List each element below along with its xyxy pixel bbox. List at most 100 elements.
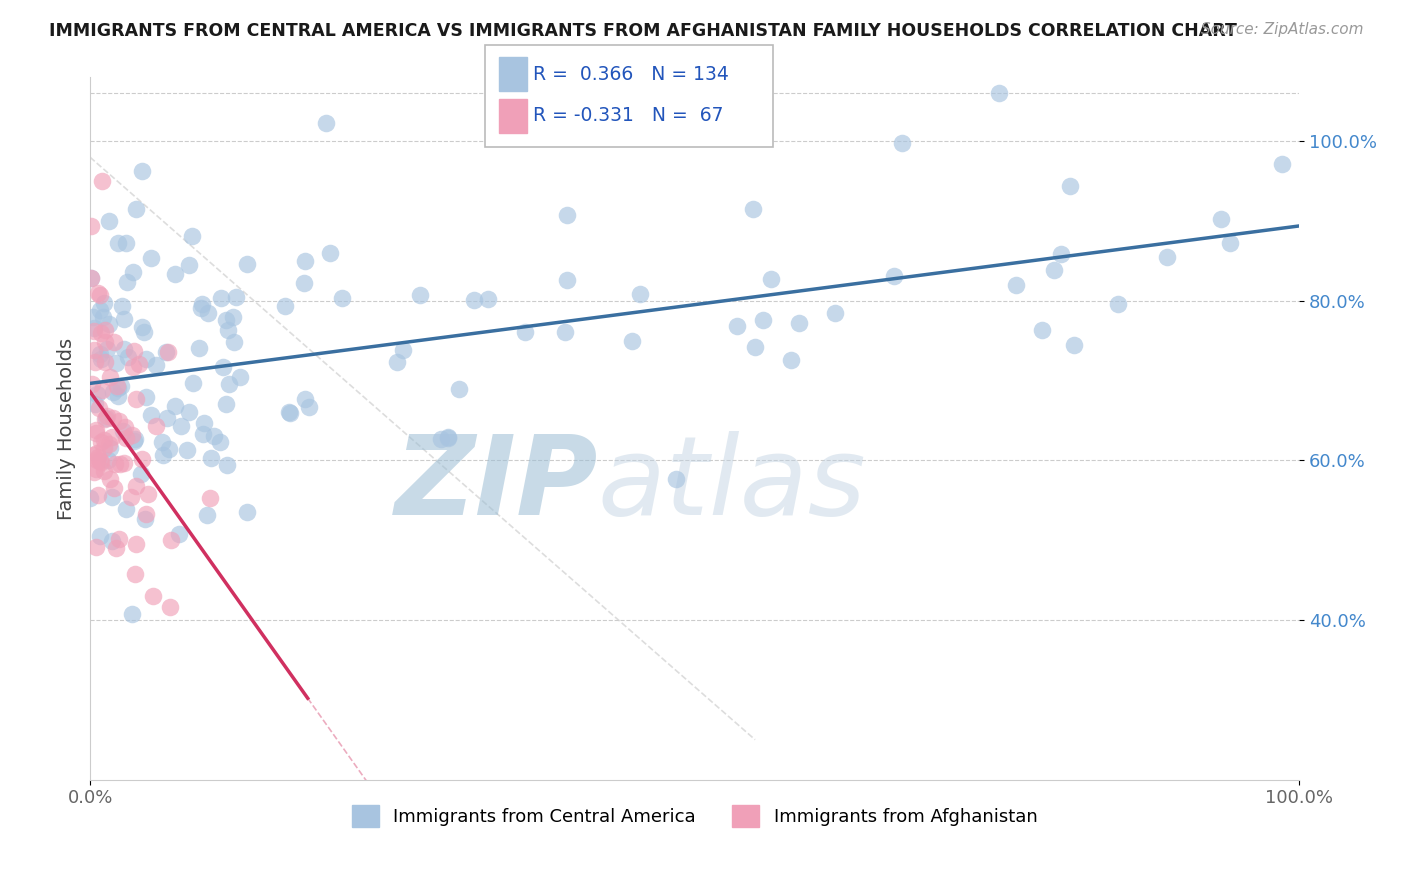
Point (87, 285, 110, 300)
Point (89, 288, 111, 302)
Point (86, 446, 108, 460)
Point (91, 383, 114, 397)
Point (98, 214, 121, 228)
Point (125, 202, 148, 216)
Point (292, 276, 315, 290)
Point (114, 420, 136, 434)
Point (1059, 178, 1081, 193)
Point (222, 310, 245, 325)
Point (103, 334, 125, 349)
Point (89, 454, 111, 468)
Point (167, 527, 190, 541)
Point (112, 456, 135, 470)
Point (122, 434, 145, 449)
Point (824, 306, 846, 320)
Point (988, 87, 1011, 101)
Point (181, 376, 204, 391)
Point (90, 352, 112, 367)
Text: R = -0.331   N =  67: R = -0.331 N = 67 (533, 106, 723, 126)
Point (1049, 247, 1071, 261)
Point (187, 341, 209, 355)
Point (139, 408, 162, 422)
Point (101, 411, 124, 425)
Point (761, 271, 783, 285)
Text: Source: ZipAtlas.com: Source: ZipAtlas.com (1201, 22, 1364, 37)
Point (198, 491, 221, 505)
Point (160, 533, 183, 548)
Point (86, 386, 108, 401)
Y-axis label: Family Households: Family Households (58, 337, 76, 519)
Point (87, 450, 110, 465)
Point (463, 293, 485, 307)
Point (98, 472, 121, 486)
Point (217, 458, 239, 472)
Point (82, 449, 104, 463)
Point (103, 481, 125, 495)
Point (93, 323, 115, 337)
Point (83, 465, 105, 479)
Point (125, 479, 148, 493)
Point (145, 418, 167, 433)
Point (200, 450, 222, 465)
Point (202, 429, 225, 443)
Point (387, 355, 409, 369)
Point (177, 405, 200, 419)
Point (79, 491, 101, 506)
Point (181, 228, 204, 243)
Point (163, 267, 186, 281)
Point (278, 405, 301, 419)
Point (131, 320, 153, 334)
Point (620, 334, 643, 348)
Point (789, 317, 811, 331)
Point (742, 202, 765, 216)
Point (108, 457, 131, 471)
Point (93, 464, 115, 478)
Point (1031, 323, 1053, 337)
Point (437, 431, 460, 445)
Point (101, 430, 124, 444)
Point (125, 392, 148, 406)
Point (163, 399, 186, 413)
Point (131, 164, 153, 178)
Point (170, 418, 193, 433)
Point (129, 467, 152, 481)
Point (84, 425, 107, 440)
Point (132, 325, 155, 339)
Point (215, 312, 238, 326)
Point (513, 325, 536, 339)
Point (82, 310, 104, 325)
Point (665, 472, 688, 486)
Point (107, 388, 129, 402)
Point (111, 424, 134, 438)
Point (107, 236, 129, 251)
Point (1209, 211, 1232, 226)
Point (408, 288, 430, 302)
Legend: Immigrants from Central America, Immigrants from Afghanistan: Immigrants from Central America, Immigra… (344, 797, 1045, 834)
Point (222, 335, 245, 350)
Point (1005, 277, 1028, 292)
Point (91, 310, 114, 324)
Point (891, 136, 914, 150)
Point (112, 342, 135, 356)
Point (84, 461, 107, 475)
Point (124, 567, 146, 582)
Point (156, 345, 179, 359)
Point (215, 397, 238, 411)
Point (193, 416, 215, 430)
Point (437, 430, 460, 444)
Point (103, 384, 125, 399)
Point (105, 378, 128, 392)
Point (93, 296, 115, 310)
Point (115, 235, 138, 250)
Point (191, 427, 214, 442)
Point (208, 434, 231, 449)
Point (89, 529, 111, 543)
Point (89, 347, 111, 361)
Point (883, 269, 905, 284)
Point (96, 409, 118, 423)
Point (90, 326, 112, 340)
Point (80, 219, 103, 233)
Point (111, 299, 134, 313)
Point (101, 533, 124, 548)
Point (80, 271, 103, 285)
